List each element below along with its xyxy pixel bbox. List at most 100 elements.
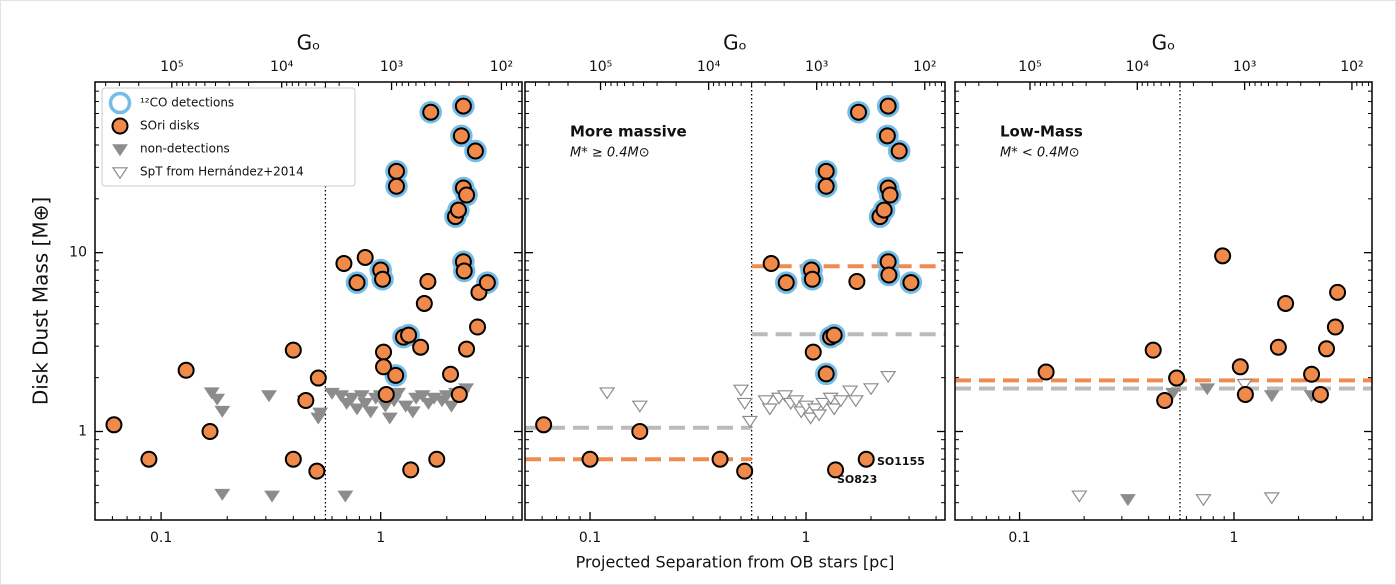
data-point	[762, 254, 780, 272]
data-point	[1236, 386, 1254, 404]
data-point	[881, 186, 899, 204]
data-point	[284, 450, 302, 468]
data-point	[857, 450, 875, 468]
data-point	[415, 294, 433, 312]
data-point	[736, 462, 754, 480]
spt-point	[1236, 378, 1253, 392]
co-ring	[419, 100, 442, 124]
non-detection	[1119, 494, 1136, 507]
x2-axis-label: Gₒ	[1152, 31, 1176, 55]
x2-tick-label: 10³	[1233, 59, 1256, 75]
data-point	[1311, 386, 1329, 404]
data-point	[850, 103, 868, 121]
data-point	[387, 162, 405, 180]
x2-tick-label: 10⁴	[270, 59, 294, 75]
spt-point	[761, 403, 778, 416]
x2-axis-label: Gₒ	[297, 31, 321, 55]
x2-axis-label: Gₒ	[723, 31, 747, 55]
x-tick-label: 0.1	[579, 530, 601, 546]
spt-point	[1263, 492, 1280, 505]
point-label: SO1155	[877, 455, 925, 468]
x2-tick-label: 10⁵	[160, 59, 183, 75]
spt-point	[757, 395, 774, 408]
data-point	[825, 326, 843, 344]
co-ring	[876, 124, 899, 148]
data-point	[412, 338, 430, 356]
data-point	[400, 326, 418, 344]
data-point	[377, 386, 395, 404]
data-point	[455, 262, 473, 280]
data-point	[458, 186, 476, 204]
data-point	[469, 318, 487, 336]
data-point	[1277, 294, 1295, 312]
co-ring	[345, 271, 369, 294]
co-ring	[450, 124, 473, 148]
non-detection	[261, 390, 277, 403]
data-point	[308, 462, 326, 480]
data-point	[817, 365, 835, 383]
data-point	[581, 450, 599, 468]
data-point	[1318, 340, 1336, 358]
non-detection	[1199, 383, 1216, 396]
non-detection	[353, 390, 370, 403]
y-tick-label: 10	[69, 245, 87, 261]
y-tick-label: 1	[78, 424, 87, 440]
non-detection	[397, 400, 414, 413]
spt-point	[599, 387, 616, 400]
spt-point	[847, 395, 864, 408]
co-ring	[384, 364, 407, 387]
x-tick-label: 1	[802, 530, 811, 546]
spt-point	[1071, 490, 1088, 503]
data-point	[387, 177, 405, 195]
non-detection	[209, 393, 226, 406]
co-ring	[452, 94, 475, 118]
data-point	[478, 274, 496, 292]
data-point	[803, 270, 821, 288]
data-point	[458, 340, 476, 358]
data-point	[335, 254, 353, 272]
non-detection	[324, 387, 340, 400]
data-point	[1303, 365, 1321, 383]
x2-tick-label: 10²	[1340, 59, 1363, 75]
data-point	[428, 450, 446, 468]
legend-marker	[108, 91, 132, 115]
spt-point	[631, 400, 648, 413]
x2-tick-label: 10³	[380, 59, 403, 75]
non-detection	[214, 405, 231, 418]
data-point	[454, 97, 472, 115]
data-point	[466, 142, 484, 160]
co-ring	[899, 271, 923, 294]
spt-point	[802, 412, 819, 425]
data-point	[848, 272, 866, 290]
legend-marker	[111, 167, 129, 180]
x2-tick-label: 10⁵	[1018, 59, 1041, 75]
non-detection	[357, 397, 374, 410]
data-point	[880, 266, 898, 284]
data-point	[631, 423, 649, 441]
non-detection	[214, 488, 231, 501]
non-detection	[349, 403, 365, 416]
spt-point	[862, 383, 880, 396]
x2-tick-label: 10⁵	[589, 59, 612, 75]
data-point	[890, 142, 908, 160]
data-point	[348, 274, 366, 292]
data-point	[452, 127, 470, 145]
data-point	[1037, 363, 1055, 381]
data-point	[284, 341, 302, 359]
data-point	[878, 127, 896, 145]
non-detection	[362, 406, 379, 419]
co-ring	[887, 139, 911, 163]
panel: 0.1 1 10⁵ 10⁴ 10³ 10² Gₒ 1 10 Disk Dust Mass [M⊕]…	[29, 31, 523, 546]
co-ring	[847, 100, 870, 124]
non-detection	[312, 407, 329, 420]
spt-point	[806, 403, 824, 416]
x2-tick-label: 10⁴	[1126, 59, 1150, 75]
data-point	[450, 386, 468, 404]
panel: 0.1 1 10⁵ 10⁴ 10³ 10² Gₒ Projected Separation f…	[524, 31, 946, 572]
data-point	[1231, 358, 1249, 376]
data-point	[387, 366, 405, 384]
co-ring	[876, 94, 900, 118]
data-point	[875, 201, 893, 219]
spt-point	[832, 395, 849, 408]
